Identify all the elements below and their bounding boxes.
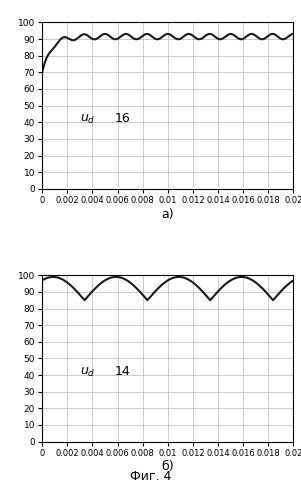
Text: $u_d$: $u_d$ bbox=[80, 366, 95, 379]
Text: Фиг. 4: Фиг. 4 bbox=[130, 470, 171, 483]
Text: 16: 16 bbox=[115, 112, 131, 125]
Text: $u_d$: $u_d$ bbox=[80, 113, 95, 126]
Text: 14: 14 bbox=[115, 365, 131, 378]
X-axis label: б): б) bbox=[162, 461, 174, 474]
X-axis label: a): a) bbox=[162, 208, 174, 221]
